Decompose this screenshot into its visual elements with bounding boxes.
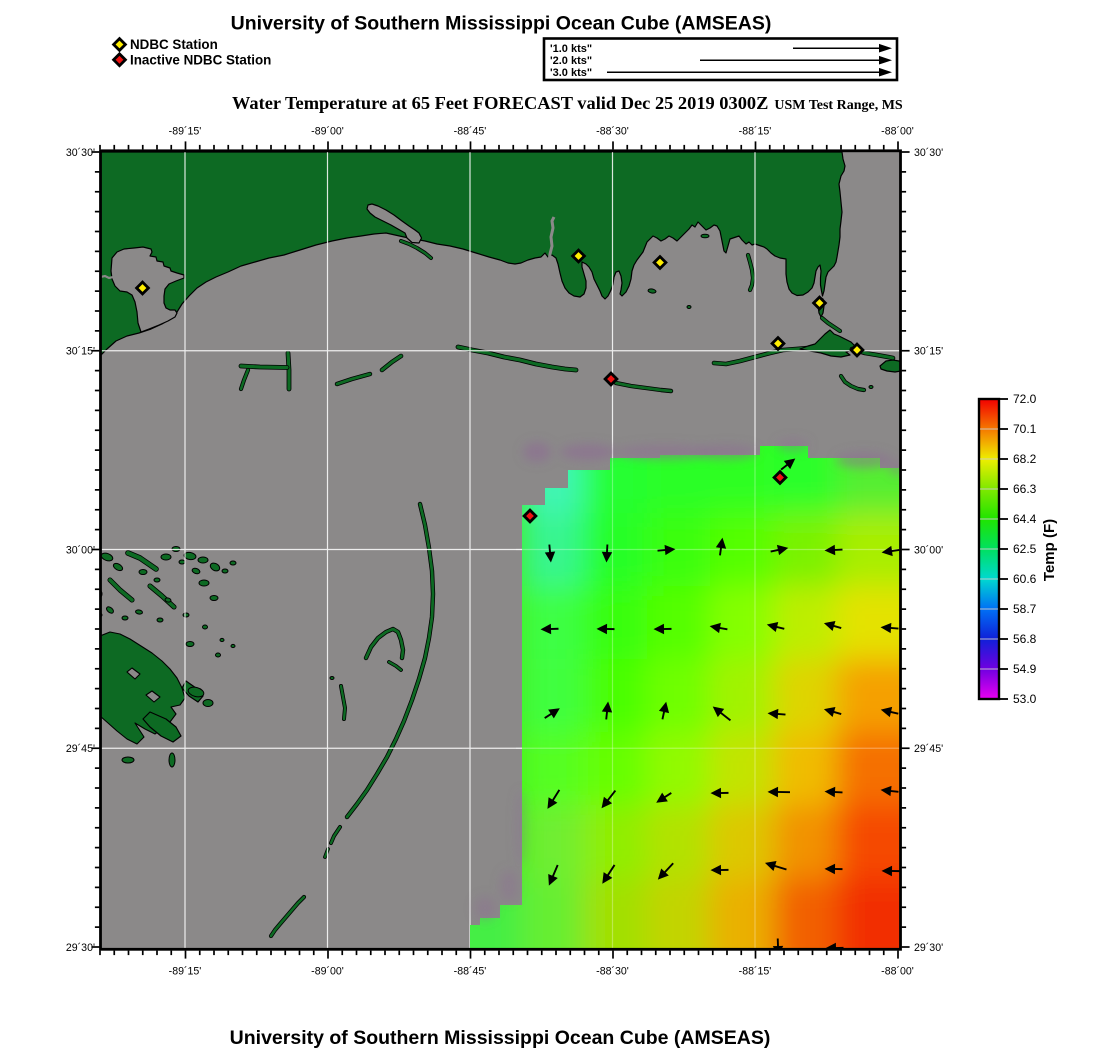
svg-text:30´15': 30´15' [914,346,943,358]
svg-text:Temp (F): Temp (F) [1041,519,1058,581]
svg-text:-88´15': -88´15' [739,126,772,138]
svg-text:56.8: 56.8 [1013,632,1037,646]
svg-text:-88´45': -88´45' [454,966,487,978]
svg-text:72.0: 72.0 [1013,392,1037,406]
svg-text:54.9: 54.9 [1013,662,1037,676]
svg-text:-88´00': -88´00' [881,126,914,138]
svg-text:-88´45': -88´45' [454,126,487,138]
svg-text:64.4: 64.4 [1013,512,1037,526]
svg-text:Water Temperature at 65 Feet F: Water Temperature at 65 Feet FORECAST va… [232,93,903,113]
svg-text:29´30': 29´30' [66,942,95,954]
svg-text:30´15': 30´15' [66,346,95,358]
svg-text:-88´30': -88´30' [596,966,629,978]
svg-text:'1.0 kts": '1.0 kts" [550,43,592,55]
svg-text:NDBC Station: NDBC Station [130,37,218,52]
svg-text:60.6: 60.6 [1013,572,1037,586]
svg-text:'2.0 kts": '2.0 kts" [550,55,592,67]
svg-text:30´30': 30´30' [66,147,95,159]
svg-text:62.5: 62.5 [1013,542,1037,556]
svg-text:29´45': 29´45' [914,743,943,755]
svg-text:University of Southern Mississ: University of Southern Mississippi Ocean… [230,1027,771,1049]
svg-text:58.7: 58.7 [1013,602,1037,616]
svg-text:-89´15': -89´15' [169,126,202,138]
svg-text:University of Southern Mississ: University of Southern Mississippi Ocean… [231,13,772,35]
svg-text:29´30': 29´30' [914,942,943,954]
svg-text:29´45': 29´45' [66,743,95,755]
svg-text:-88´00': -88´00' [881,966,914,978]
svg-text:Inactive NDBC Station: Inactive NDBC Station [130,52,271,67]
svg-text:70.1: 70.1 [1013,422,1037,436]
svg-text:30´30': 30´30' [914,147,943,159]
svg-text:-89´00': -89´00' [311,966,344,978]
svg-text:66.3: 66.3 [1013,482,1037,496]
svg-text:30´00': 30´00' [66,544,95,556]
svg-text:-89´15': -89´15' [169,966,202,978]
svg-text:53.0: 53.0 [1013,692,1037,706]
svg-text:-89´00': -89´00' [311,126,344,138]
svg-text:30´00': 30´00' [914,544,943,556]
svg-text:68.2: 68.2 [1013,452,1037,466]
svg-text:-88´15': -88´15' [739,966,772,978]
svg-text:'3.0 kts": '3.0 kts" [550,67,592,79]
svg-text:-88´30': -88´30' [596,126,629,138]
